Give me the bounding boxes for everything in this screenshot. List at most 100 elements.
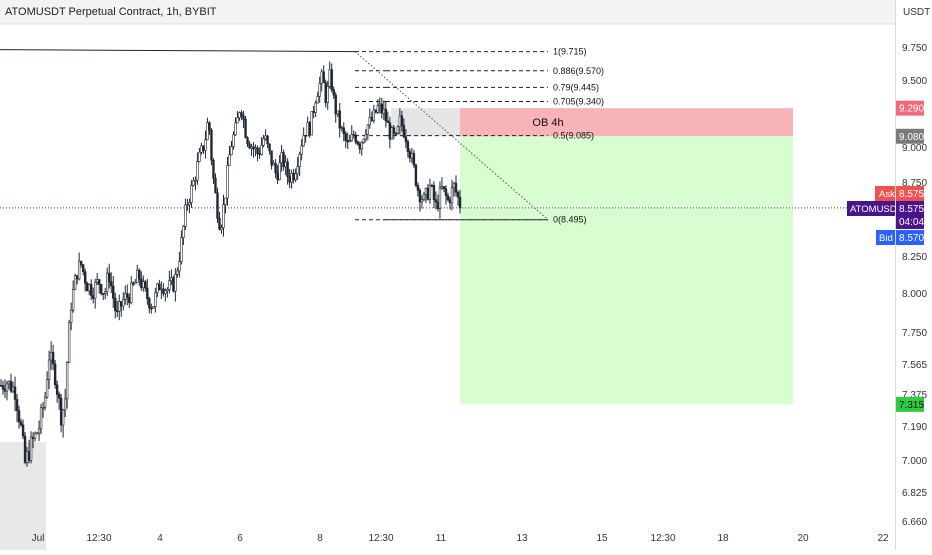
candle-body[interactable] bbox=[398, 115, 402, 128]
candle-body[interactable] bbox=[37, 428, 41, 434]
candle-body[interactable] bbox=[7, 380, 11, 385]
candle-body[interactable] bbox=[452, 182, 456, 189]
candle-body[interactable] bbox=[144, 281, 147, 289]
candle-body[interactable] bbox=[216, 192, 219, 219]
candle-body[interactable] bbox=[416, 184, 420, 191]
candle-body[interactable] bbox=[51, 352, 55, 365]
candle-body[interactable] bbox=[284, 161, 287, 168]
candle-body[interactable] bbox=[296, 166, 299, 174]
candle-body[interactable] bbox=[340, 127, 343, 129]
candle-body[interactable] bbox=[162, 288, 165, 294]
candle-body[interactable] bbox=[242, 115, 245, 120]
candle-body[interactable] bbox=[458, 196, 462, 209]
candle-body[interactable] bbox=[212, 159, 215, 179]
bid-tag[interactable]: Bid 8.570 bbox=[876, 230, 924, 245]
candle-body[interactable] bbox=[114, 297, 117, 312]
take-profit-zone[interactable] bbox=[460, 136, 793, 405]
candle-body[interactable] bbox=[126, 293, 129, 298]
candle-body[interactable] bbox=[196, 161, 199, 181]
candle-body[interactable] bbox=[286, 161, 289, 178]
candle-body[interactable] bbox=[356, 141, 359, 145]
resistance-line[interactable] bbox=[0, 49, 356, 53]
candle-body[interactable] bbox=[312, 111, 315, 113]
candle-body[interactable] bbox=[128, 297, 131, 304]
candle-body[interactable] bbox=[268, 143, 271, 152]
candle-body[interactable] bbox=[254, 147, 257, 150]
candle-body[interactable] bbox=[180, 237, 183, 262]
candle-body[interactable] bbox=[314, 102, 317, 113]
candle-body[interactable] bbox=[0, 385, 3, 387]
candle-body[interactable] bbox=[272, 163, 275, 166]
candle-body[interactable] bbox=[370, 117, 374, 121]
candle-body[interactable] bbox=[214, 177, 217, 193]
candle-body[interactable] bbox=[256, 147, 259, 154]
candle-body[interactable] bbox=[276, 172, 279, 181]
candle-body[interactable] bbox=[326, 86, 329, 104]
candle-body[interactable] bbox=[330, 69, 333, 90]
candle-body[interactable] bbox=[184, 204, 187, 227]
symbol-last-price-tag[interactable]: ATOMUSDT 8.575 04:04 bbox=[847, 201, 924, 229]
candle-body[interactable] bbox=[39, 407, 43, 430]
candle-body[interactable] bbox=[428, 185, 432, 200]
candle-body[interactable] bbox=[456, 191, 460, 198]
candle-body[interactable] bbox=[354, 134, 357, 143]
candle-body[interactable] bbox=[348, 140, 351, 143]
candle-body[interactable] bbox=[63, 398, 67, 411]
candle-body[interactable] bbox=[362, 138, 365, 143]
candle-body[interactable] bbox=[228, 154, 231, 166]
candle-body[interactable] bbox=[350, 134, 353, 141]
candle-body[interactable] bbox=[358, 143, 361, 150]
candle-body[interactable] bbox=[388, 122, 392, 140]
candle-body[interactable] bbox=[49, 352, 53, 361]
candle-body[interactable] bbox=[262, 138, 265, 146]
candle-body[interactable] bbox=[21, 424, 25, 437]
candle-body[interactable] bbox=[89, 283, 93, 296]
candle-body[interactable] bbox=[1, 385, 5, 390]
candle-body[interactable] bbox=[448, 199, 452, 204]
candle-body[interactable] bbox=[222, 204, 225, 228]
candle-body[interactable] bbox=[346, 140, 349, 143]
candle-body[interactable] bbox=[108, 272, 111, 282]
candle-body[interactable] bbox=[130, 282, 133, 304]
candle-body[interactable] bbox=[250, 146, 253, 149]
candle-body[interactable] bbox=[406, 141, 410, 152]
candle-body[interactable] bbox=[206, 122, 209, 141]
candle-body[interactable] bbox=[158, 283, 161, 291]
candle-body[interactable] bbox=[3, 388, 7, 392]
candle-body[interactable] bbox=[92, 295, 95, 299]
candle-body[interactable] bbox=[380, 103, 384, 114]
candle-body[interactable] bbox=[424, 187, 428, 195]
candle-body[interactable] bbox=[316, 95, 319, 104]
candle-body[interactable] bbox=[332, 89, 335, 96]
candle-body[interactable] bbox=[11, 386, 15, 392]
candle-body[interactable] bbox=[432, 185, 436, 200]
candle-body[interactable] bbox=[292, 172, 295, 181]
candle-body[interactable] bbox=[394, 132, 398, 135]
candle-body[interactable] bbox=[132, 282, 135, 285]
candle-body[interactable] bbox=[186, 204, 189, 207]
candle-body[interactable] bbox=[140, 278, 143, 289]
candle-body[interactable] bbox=[336, 110, 339, 115]
candle-body[interactable] bbox=[252, 146, 255, 150]
candle-body[interactable] bbox=[304, 135, 307, 137]
candle-body[interactable] bbox=[264, 135, 267, 140]
candle-body[interactable] bbox=[290, 172, 293, 183]
price-scale-background[interactable] bbox=[896, 0, 932, 550]
candle-body[interactable] bbox=[94, 281, 97, 299]
candle-body[interactable] bbox=[47, 359, 51, 380]
candle-body[interactable] bbox=[156, 283, 159, 293]
candle-body[interactable] bbox=[136, 269, 139, 283]
candle-body[interactable] bbox=[210, 129, 213, 161]
candlestick-series[interactable] bbox=[0, 61, 462, 467]
candle-body[interactable] bbox=[226, 165, 229, 199]
candle-body[interactable] bbox=[364, 134, 367, 140]
projection-dotted-line[interactable] bbox=[354, 51, 549, 221]
candle-body[interactable] bbox=[382, 108, 386, 114]
stop-price-tag[interactable]: 9.290 bbox=[896, 100, 924, 116]
ask-tag[interactable]: Ask 8.575 bbox=[875, 186, 924, 201]
candle-body[interactable] bbox=[436, 201, 440, 209]
candle-body[interactable] bbox=[41, 407, 45, 409]
candle-body[interactable] bbox=[198, 151, 201, 162]
candle-body[interactable] bbox=[230, 146, 233, 156]
candle-body[interactable] bbox=[368, 117, 372, 126]
